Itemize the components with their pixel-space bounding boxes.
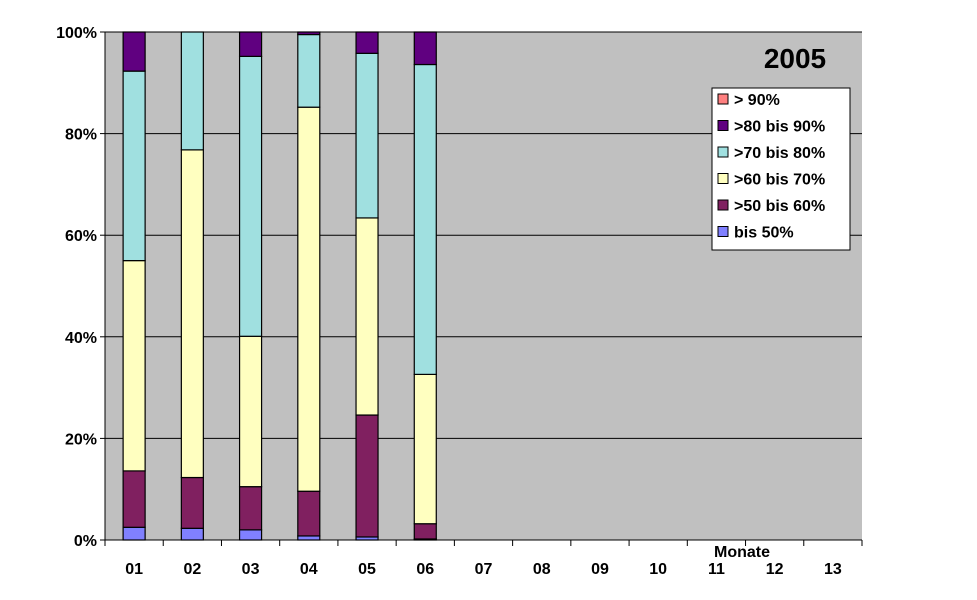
axes bbox=[100, 31, 863, 546]
x-tick-label: 12 bbox=[766, 561, 784, 578]
bar-segment bbox=[122, 31, 146, 72]
x-tick-label: 04 bbox=[300, 561, 318, 578]
x-axis-label: Monate bbox=[714, 544, 770, 561]
x-tick-label: 06 bbox=[416, 561, 434, 578]
bar-segment bbox=[238, 529, 263, 541]
bars bbox=[122, 31, 437, 541]
x-tick-label: 03 bbox=[242, 561, 260, 578]
bar-segment bbox=[180, 476, 204, 529]
legend-label: >80 bis 90% bbox=[734, 119, 825, 136]
x-tick-label: 10 bbox=[649, 561, 667, 578]
bar-segment bbox=[180, 527, 204, 541]
x-tick-label: 11 bbox=[708, 561, 725, 578]
legend-box bbox=[711, 87, 851, 251]
y-tick-label: 100% bbox=[56, 25, 97, 42]
bar-segment bbox=[238, 55, 263, 337]
x-tick-label: 01 bbox=[125, 561, 143, 578]
x-tick-label: 09 bbox=[591, 561, 609, 578]
bar-segment bbox=[297, 490, 321, 537]
bar-segment bbox=[355, 52, 379, 219]
x-tick-label: 02 bbox=[183, 561, 201, 578]
y-tick-label: 40% bbox=[65, 330, 97, 347]
legend-swatch bbox=[717, 199, 729, 211]
bar-segment bbox=[238, 31, 263, 57]
bar-segment bbox=[297, 31, 321, 36]
bar-segment bbox=[297, 106, 321, 492]
bar-segment bbox=[355, 31, 379, 54]
x-tick-label: 07 bbox=[475, 561, 493, 578]
bar-segment bbox=[122, 526, 146, 541]
y-tick-label: 60% bbox=[65, 228, 97, 245]
bar-segment bbox=[355, 414, 379, 538]
y-tick-label: 80% bbox=[65, 127, 97, 144]
legend-swatch bbox=[717, 226, 729, 237]
bar-segment bbox=[238, 335, 263, 488]
bar-segment bbox=[238, 486, 263, 531]
bar-segment bbox=[122, 260, 146, 472]
legend: > 90% >80 bis 90% >70 bis 80% >60 bis 70% >5… bbox=[711, 87, 851, 251]
x-tick-label: 08 bbox=[533, 561, 551, 578]
bar-segment bbox=[180, 31, 204, 151]
bar-segment bbox=[413, 63, 437, 375]
x-tick-label: 05 bbox=[358, 561, 376, 578]
y-tick-labels: 0% 20% 40% 60% 80% 100% bbox=[56, 25, 97, 550]
x-tick-label: 13 bbox=[824, 561, 842, 578]
legend-swatch bbox=[717, 93, 729, 105]
y-tick-label: 0% bbox=[74, 533, 97, 550]
legend-label: > 90% bbox=[734, 92, 780, 109]
legend-swatch bbox=[717, 146, 729, 158]
bar-segment bbox=[180, 149, 204, 479]
bar-segment bbox=[413, 31, 437, 66]
legend-swatch bbox=[717, 173, 729, 184]
bar-segment bbox=[413, 523, 437, 540]
bar-segment bbox=[297, 535, 321, 541]
bar-segment bbox=[413, 373, 437, 525]
bar-segment bbox=[355, 217, 379, 416]
bar-segment bbox=[122, 470, 146, 528]
legend-label: >70 bis 80% bbox=[734, 145, 825, 162]
bar-segment bbox=[122, 70, 146, 262]
legend-label: >60 bis 70% bbox=[734, 172, 825, 189]
bar-segment bbox=[297, 33, 321, 108]
legend-swatch bbox=[717, 120, 729, 131]
x-tick-labels: 01 02 03 04 05 06 07 08 09 10 11 12 13 bbox=[125, 561, 842, 578]
y-tick-label: 20% bbox=[65, 431, 97, 448]
legend-label: bis 50% bbox=[734, 225, 794, 242]
legend-label: >50 bis 60% bbox=[734, 198, 825, 215]
chart-title: 2005 bbox=[764, 43, 826, 74]
